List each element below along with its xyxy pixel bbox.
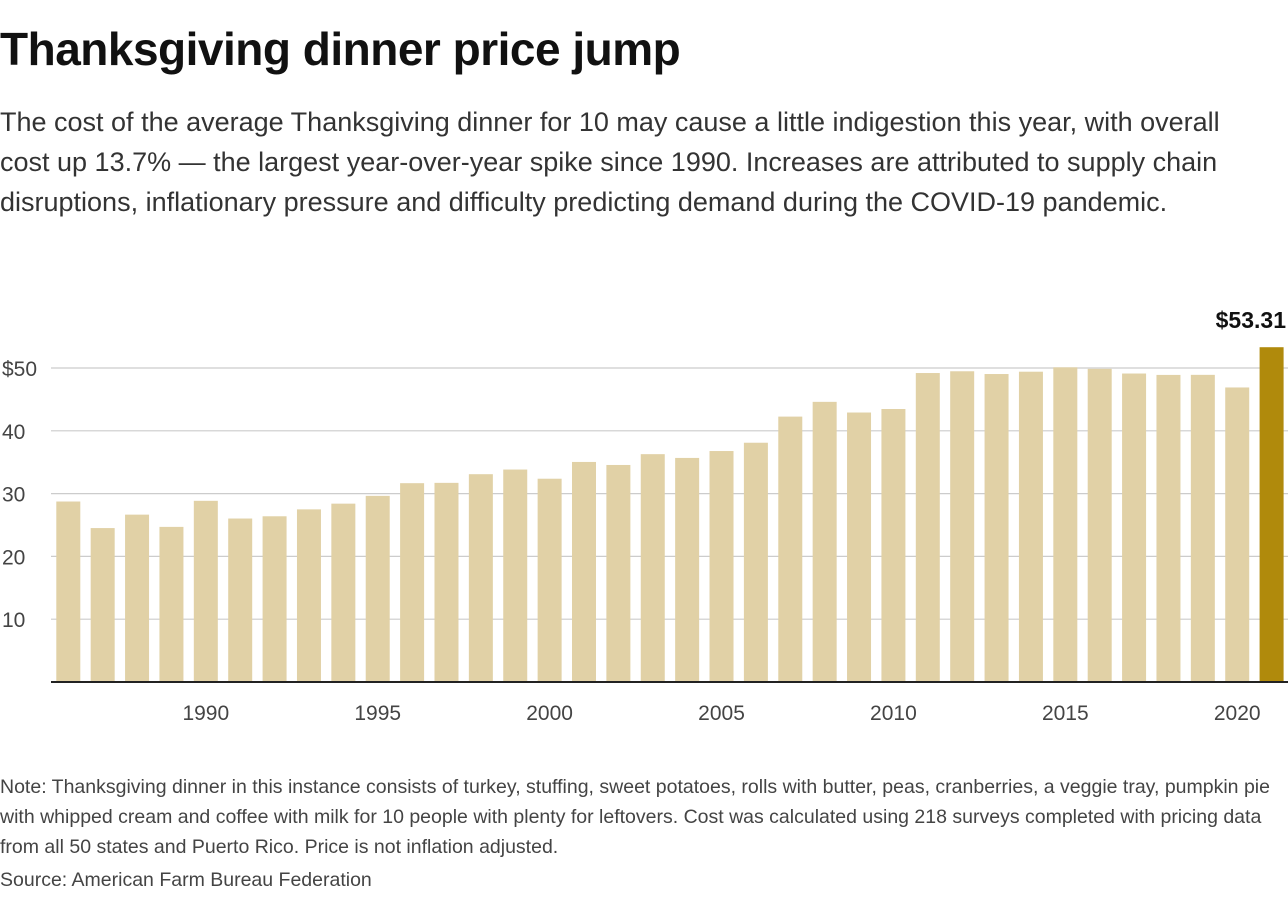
bar-2013	[984, 374, 1009, 682]
gridlines	[51, 367, 1288, 620]
bar-2021	[1259, 347, 1284, 682]
x-tick-label: 1995	[354, 702, 401, 725]
bar-2008	[812, 401, 837, 682]
chart-note: Note: Thanksgiving dinner in this instan…	[0, 776, 1270, 858]
bar-1995	[365, 495, 390, 682]
bar-1997	[434, 482, 459, 682]
bar-2012	[950, 371, 975, 682]
bar-1987	[90, 528, 115, 682]
bar-1996	[400, 483, 425, 682]
y-tick-label: 10	[2, 609, 25, 632]
bar-2001	[572, 461, 596, 682]
bar-chart: 10 20 30 40 $50 1990 1995 2000 2005 2010 2015 2020 $…	[2, 307, 1288, 725]
chart-source: Source: American Farm Bureau Federation	[0, 869, 372, 891]
bar-2005	[709, 451, 734, 682]
bar-1989	[159, 526, 184, 682]
x-tick-label: 2010	[870, 702, 917, 725]
bar-2009	[847, 412, 872, 682]
chart-title: Thanksgiving dinner price jump	[0, 23, 681, 75]
bar-2007	[778, 416, 803, 682]
bar-2018	[1156, 374, 1181, 682]
bar-1998	[468, 474, 493, 682]
x-tick-label: 1990	[182, 702, 229, 725]
x-tick-label: 2000	[526, 702, 573, 725]
bar-1992	[262, 516, 287, 682]
bar-2006	[743, 442, 768, 682]
bar-2016	[1087, 368, 1112, 682]
y-tick-label: $50	[2, 358, 37, 381]
x-tick-label: 2015	[1042, 702, 1089, 725]
bar-2017	[1122, 373, 1147, 682]
y-tick-label: 30	[2, 484, 25, 507]
bar-1988	[125, 514, 150, 682]
x-tick-label: 2005	[698, 702, 745, 725]
bar-2015	[1053, 367, 1078, 682]
bar-1986	[56, 501, 81, 682]
bar-2004	[675, 457, 700, 682]
bars	[56, 347, 1284, 682]
bar-2020	[1225, 387, 1250, 682]
bar-1993	[296, 509, 321, 682]
bar-2011	[915, 373, 940, 682]
bar-2014	[1018, 371, 1043, 682]
chart-subtitle: The cost of the average Thanksgiving din…	[0, 107, 1220, 217]
bar-1990	[193, 500, 218, 682]
bar-1991	[228, 518, 253, 682]
bar-2002	[606, 464, 631, 682]
x-tick-label: 2020	[1214, 702, 1261, 725]
bar-2000	[537, 478, 562, 682]
y-tick-label: 20	[2, 546, 25, 569]
value-label-2021: $53.31	[1216, 307, 1287, 333]
bar-1999	[503, 469, 528, 682]
labels: 10 20 30 40 $50 1990 1995 2000 2005 2010 2015 2020 $…	[2, 307, 1286, 725]
y-tick-label: 40	[2, 421, 25, 444]
bar-2010	[881, 409, 906, 682]
bar-2003	[640, 454, 665, 682]
bar-1994	[331, 503, 356, 682]
bar-2019	[1190, 374, 1215, 682]
